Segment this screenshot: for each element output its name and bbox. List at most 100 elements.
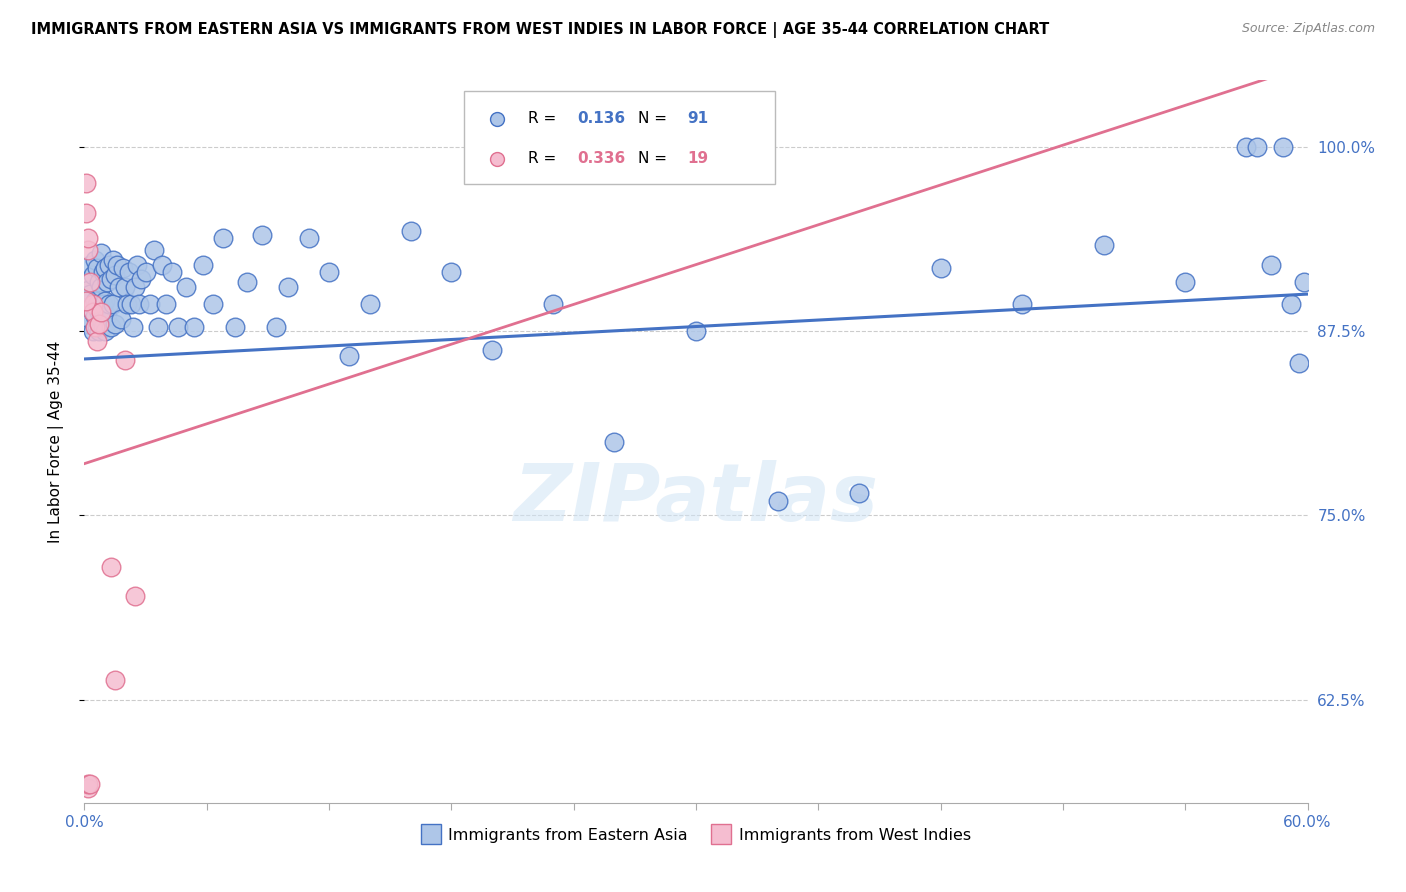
Point [79, 312, 101, 326]
Point [118, 265, 141, 279]
Point [399, 224, 422, 238]
Point [440, 265, 463, 279]
Point [1260, 258, 1282, 272]
Point [150, 258, 173, 272]
Text: 0.336: 0.336 [578, 151, 626, 166]
Point [761, 300, 783, 314]
Point [929, 260, 952, 275]
Point [108, 279, 131, 293]
Point [183, 319, 205, 334]
Text: R =: R = [529, 112, 561, 126]
Point [104, 268, 127, 282]
Point [848, 486, 870, 500]
Text: N =: N = [638, 151, 672, 166]
Point [96, 309, 118, 323]
Text: N =: N = [638, 112, 672, 126]
Point [79, 777, 101, 791]
Point [1011, 297, 1033, 311]
Point [224, 319, 246, 334]
Point [1246, 139, 1268, 153]
Point [1174, 275, 1197, 289]
Point [543, 297, 565, 311]
Text: 91: 91 [688, 112, 709, 126]
Point [114, 353, 136, 368]
Point [127, 258, 149, 272]
Point [298, 231, 321, 245]
Point [236, 275, 259, 289]
Point [146, 319, 169, 334]
Point [135, 265, 157, 279]
Point [142, 243, 165, 257]
Point [77, 780, 100, 795]
Point [1236, 139, 1258, 153]
Point [83, 294, 105, 309]
Point [86, 334, 108, 349]
Point [100, 560, 122, 574]
Point [100, 272, 122, 286]
Point [75, 177, 97, 191]
Point [104, 317, 127, 331]
Point [112, 260, 135, 275]
Point [191, 258, 214, 272]
Point [87, 317, 110, 331]
Point [77, 777, 100, 791]
Point [90, 305, 112, 319]
Point [174, 279, 197, 293]
Point [75, 206, 97, 220]
Point [79, 258, 101, 272]
Point [93, 260, 115, 275]
Point [1292, 275, 1315, 289]
Point [91, 265, 114, 279]
Point [82, 305, 104, 319]
Point [114, 279, 136, 293]
Point [79, 287, 101, 301]
Point [481, 343, 503, 358]
Point [91, 319, 114, 334]
Point [77, 283, 100, 297]
Point [128, 297, 150, 311]
Point [93, 324, 115, 338]
Point [761, 218, 783, 232]
Point [264, 319, 287, 334]
Point [90, 279, 112, 293]
Point [124, 590, 146, 604]
Point [86, 297, 108, 311]
Point [97, 258, 120, 272]
Point [603, 434, 626, 449]
Point [212, 231, 235, 245]
Point [122, 319, 145, 334]
Point [79, 275, 101, 289]
Point [201, 297, 224, 311]
Point [339, 349, 361, 363]
Text: IMMIGRANTS FROM EASTERN ASIA VS IMMIGRANTS FROM WEST INDIES IN LABOR FORCE | AGE: IMMIGRANTS FROM EASTERN ASIA VS IMMIGRAN… [31, 22, 1049, 38]
Point [82, 305, 104, 319]
Point [1272, 139, 1295, 153]
Point [131, 272, 153, 286]
Point [82, 268, 104, 282]
Point [101, 253, 124, 268]
Point [1288, 356, 1310, 370]
Text: ZIPatlas: ZIPatlas [513, 460, 879, 539]
Point [1279, 297, 1302, 311]
Point [83, 253, 105, 268]
Point [115, 297, 138, 311]
Point [82, 297, 104, 311]
Point [766, 493, 789, 508]
Point [75, 294, 97, 309]
Point [87, 275, 110, 289]
Text: Source: ZipAtlas.com: Source: ZipAtlas.com [1241, 22, 1375, 36]
Point [101, 297, 124, 311]
Point [110, 312, 132, 326]
Point [87, 305, 110, 319]
Point [96, 275, 118, 289]
Text: 0.136: 0.136 [578, 112, 626, 126]
Legend: Immigrants from Eastern Asia, Immigrants from West Indies: Immigrants from Eastern Asia, Immigrants… [415, 822, 977, 849]
Point [90, 312, 112, 326]
Point [77, 231, 100, 245]
Point [318, 265, 340, 279]
Point [104, 673, 127, 688]
Point [167, 319, 190, 334]
Point [86, 319, 108, 334]
Point [160, 265, 183, 279]
Point [1092, 238, 1115, 252]
